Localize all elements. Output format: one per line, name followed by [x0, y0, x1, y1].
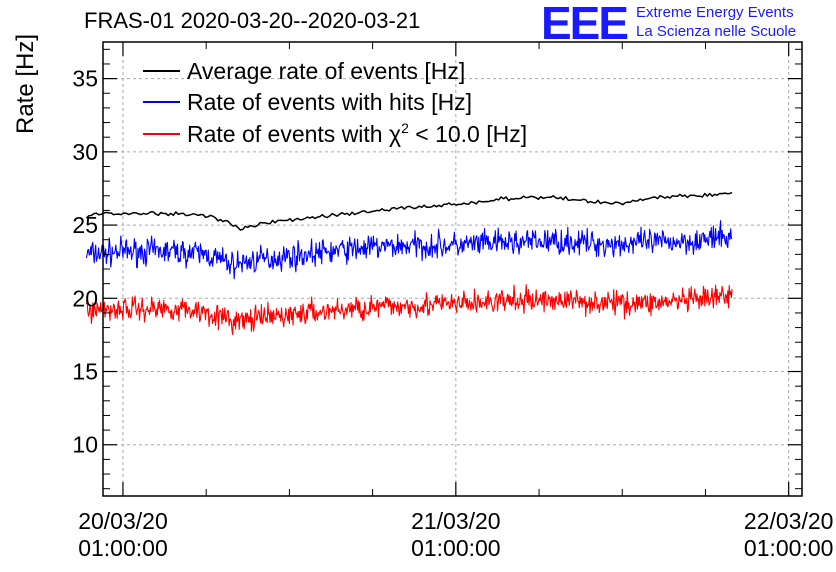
legend-label-2: Rate of events with χ2 < 10.0 [Hz]: [187, 120, 527, 147]
x-tick-label: 22/03/20 01:00:00: [729, 508, 836, 562]
series-line-1: [85, 220, 733, 280]
legend-label-0: Average rate of events [Hz]: [187, 58, 465, 84]
x-tick-label: 20/03/20 01:00:00: [63, 508, 183, 562]
y-tick-label: 25: [72, 212, 98, 238]
x-tick-time: 01:00:00: [743, 535, 834, 561]
x-tick-time: 01:00:00: [78, 535, 168, 561]
y-tick-label: 20: [72, 285, 98, 311]
logo-line-1: Extreme Energy Events: [636, 4, 794, 21]
y-tick-label: 30: [72, 139, 98, 165]
logo-line-2: La Scienza nelle Scuole: [636, 23, 797, 40]
chart-title: FRAS-01 2020-03-20--2020-03-21: [84, 8, 421, 33]
x-tick-label: 21/03/20 01:00:00: [396, 508, 516, 562]
x-tick-date: 20/03/20: [78, 508, 168, 534]
y-tick-label: 10: [72, 432, 98, 458]
series-line-2: [85, 284, 733, 336]
legend: Average rate of events [Hz] Rate of event…: [143, 58, 527, 147]
x-tick-time: 01:00:00: [411, 535, 501, 561]
series-line-0: [85, 191, 733, 231]
grid: [103, 42, 802, 496]
y-tick-label: 15: [72, 359, 98, 385]
x-tick-date: 22/03/20: [743, 508, 834, 534]
y-tick-label: 35: [72, 66, 98, 92]
x-tick-date: 21/03/20: [411, 508, 501, 534]
eee-logo: EEE: [541, 0, 629, 49]
series-layer: [85, 191, 733, 336]
axes: 10 15 20 25 30 35: [72, 42, 802, 496]
legend-label-1: Rate of events with hits [Hz]: [187, 89, 472, 115]
